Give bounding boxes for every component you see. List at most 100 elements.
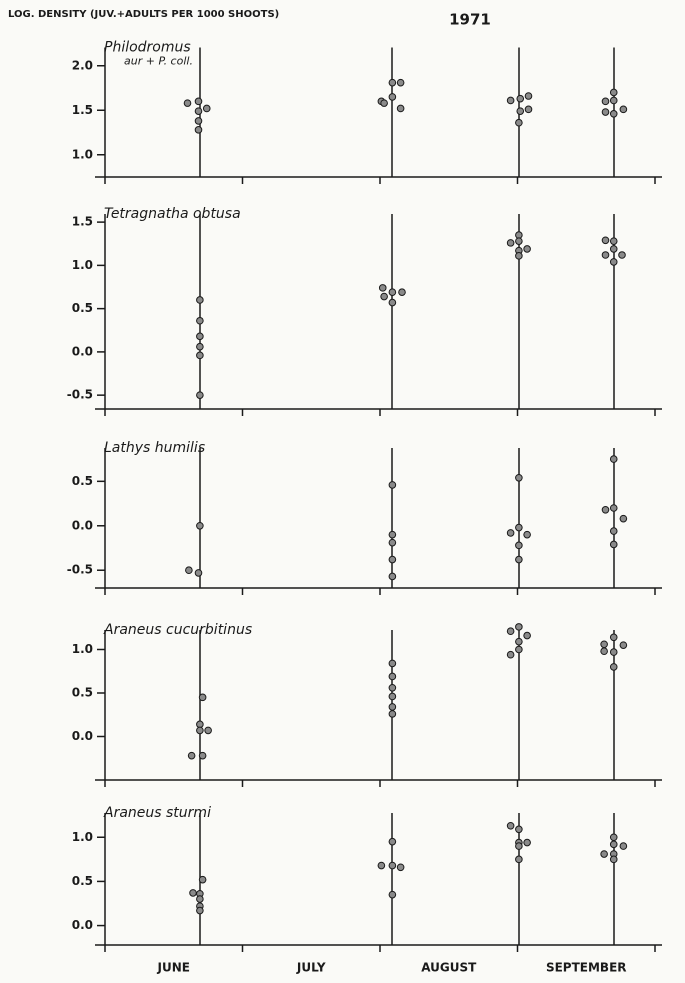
y-tick-label: 1.0	[72, 642, 93, 656]
point	[619, 641, 628, 649]
point	[506, 529, 515, 537]
point	[185, 566, 193, 575]
point	[609, 88, 618, 97]
point	[196, 332, 204, 341]
point	[378, 284, 387, 292]
point	[523, 530, 531, 539]
point	[506, 650, 515, 659]
point	[609, 648, 618, 656]
point	[194, 126, 203, 134]
x-tick-label: AUGUST	[421, 961, 477, 975]
point	[515, 237, 523, 245]
point	[396, 104, 405, 113]
y-tick-label: 0.5	[72, 301, 93, 315]
point	[619, 842, 628, 850]
point	[196, 342, 204, 351]
point	[196, 521, 204, 530]
x-tick-label: SEPTEMBER	[546, 961, 627, 975]
point	[202, 104, 211, 113]
y-tick-label: 0.0	[72, 918, 93, 932]
point	[194, 107, 203, 115]
point	[398, 288, 406, 296]
point	[609, 633, 618, 642]
point	[204, 726, 212, 735]
point	[515, 473, 523, 482]
year: 1971	[449, 11, 491, 29]
point	[600, 850, 608, 858]
point	[609, 540, 618, 549]
point	[523, 838, 531, 847]
y-tick-label: 1.0	[72, 147, 93, 161]
panel-subtitle: aur + P. coll.	[124, 55, 193, 68]
point	[198, 693, 207, 702]
y-tick-label: -0.5	[67, 563, 93, 577]
y-tick-label: 1.0	[72, 258, 93, 272]
point	[609, 96, 618, 105]
x-tick-label: JULY	[296, 961, 326, 975]
point	[196, 906, 204, 915]
point	[601, 97, 610, 106]
y-tick-label: 1.5	[72, 103, 93, 117]
point	[618, 251, 626, 259]
point	[388, 538, 397, 547]
point	[609, 663, 618, 671]
point	[196, 895, 204, 903]
y-tick-label: 0.5	[72, 474, 93, 488]
y-tick-label: -0.5	[67, 388, 93, 402]
point	[523, 631, 531, 640]
point	[515, 118, 523, 127]
panel-title: Tetragnatha obtusa	[104, 206, 241, 222]
point	[388, 861, 397, 870]
point	[515, 623, 523, 631]
point	[194, 97, 203, 106]
point	[196, 316, 204, 325]
point	[609, 504, 618, 512]
point	[524, 92, 533, 100]
point	[388, 890, 397, 899]
x-tick-label: JUNE	[157, 961, 190, 975]
point	[196, 391, 204, 399]
point	[194, 117, 203, 125]
point	[187, 751, 196, 760]
point	[515, 855, 523, 864]
point	[515, 555, 523, 564]
point	[183, 99, 192, 107]
point	[377, 861, 386, 870]
point	[609, 527, 618, 535]
point	[515, 252, 523, 260]
point	[601, 251, 610, 259]
point	[396, 863, 405, 872]
point	[198, 875, 207, 884]
point	[515, 825, 523, 834]
point	[619, 514, 628, 523]
point	[388, 298, 397, 307]
point	[388, 683, 397, 692]
point	[609, 245, 618, 253]
point	[515, 541, 523, 550]
point	[388, 572, 397, 581]
point	[380, 99, 388, 107]
point	[609, 840, 618, 849]
point	[609, 237, 618, 245]
point	[516, 94, 525, 103]
point	[515, 637, 523, 646]
point	[388, 703, 397, 711]
y-tick-label: 1.5	[72, 215, 93, 229]
point	[609, 855, 618, 864]
point	[515, 523, 523, 532]
point	[506, 627, 515, 636]
point	[524, 105, 533, 114]
panel-title: Araneus sturmi	[103, 805, 211, 821]
point	[196, 351, 204, 360]
point	[388, 555, 397, 564]
y-axis-title: LOG. DENSITY (JUV.+ADULTS PER 1000 SHOOT…	[8, 9, 279, 20]
point	[609, 833, 618, 842]
point	[523, 245, 531, 253]
point	[194, 569, 203, 577]
point	[388, 93, 397, 101]
point	[506, 821, 515, 830]
point	[600, 647, 608, 656]
point	[515, 645, 523, 654]
